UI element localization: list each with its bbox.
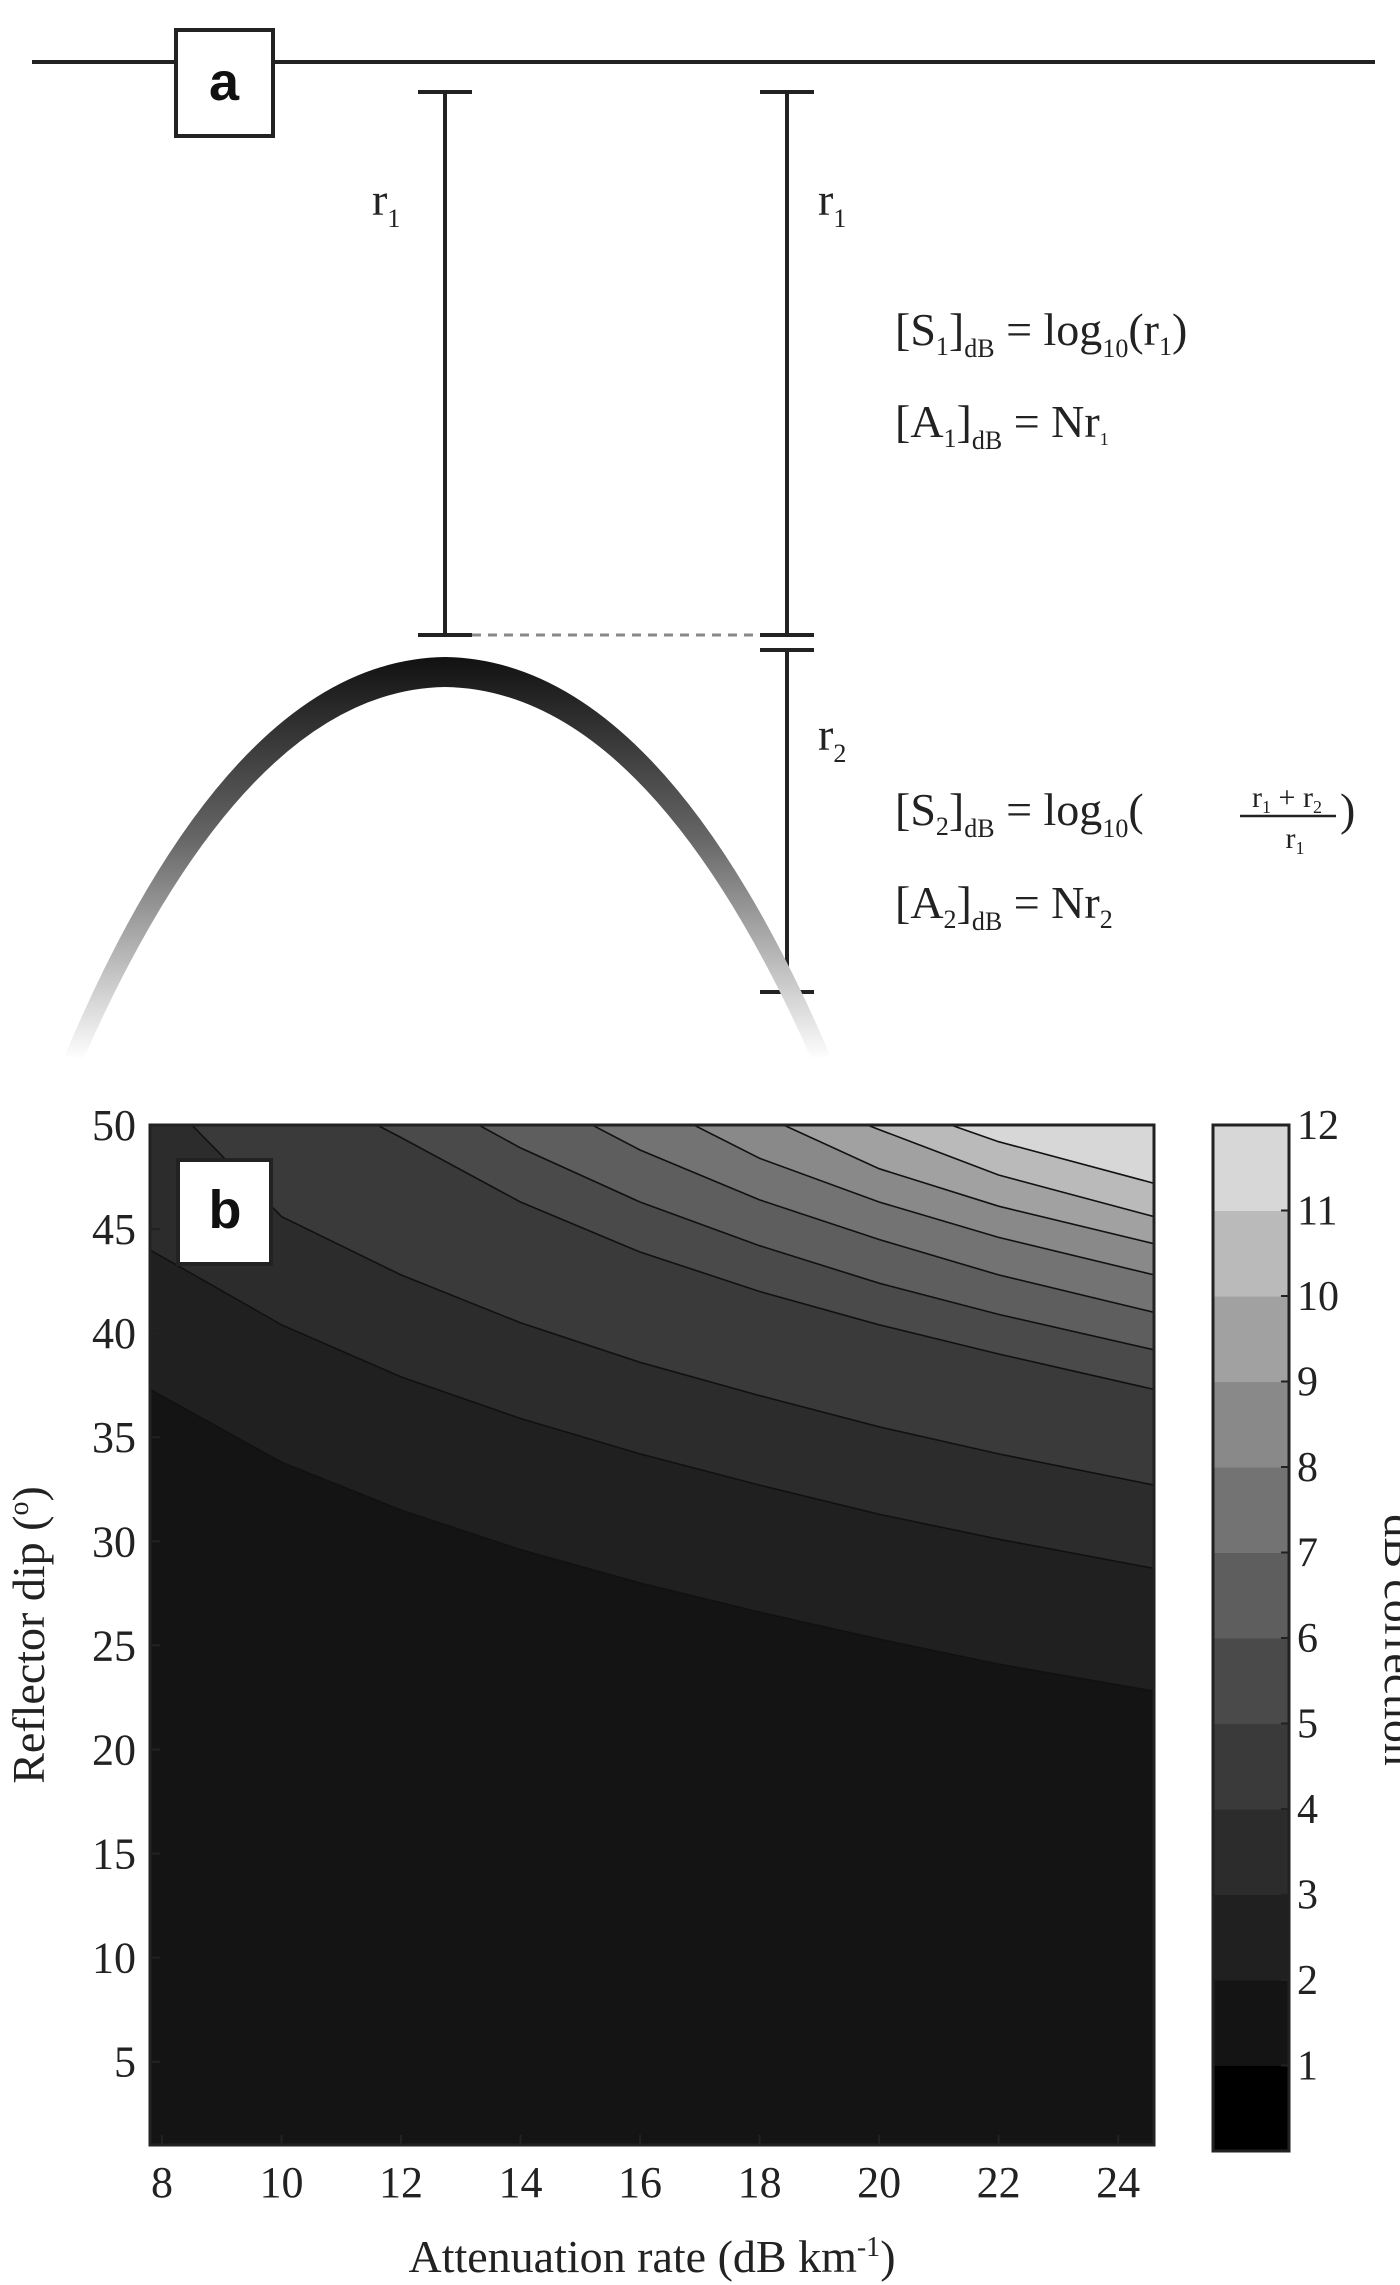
contour-line-2 [150, 1388, 1154, 1692]
x-tick-label: 14 [499, 2158, 543, 2207]
y-axis-label: Reflector dip (o) [3, 1486, 54, 1784]
colorbar-band [1213, 1125, 1289, 1211]
contour-region-11 [950, 1125, 1154, 1184]
x-tick-label: 24 [1096, 2158, 1140, 2207]
y-tick-label: 45 [92, 1205, 136, 1254]
colorbar-band [1213, 1381, 1289, 1468]
colorbar-tick-label: 6 [1297, 1616, 1318, 1662]
y-tick-label: 15 [92, 1830, 136, 1879]
x-tick-label: 10 [259, 2158, 303, 2207]
fraction-denominator: r1 [1286, 822, 1305, 858]
colorbar-tick-label: 11 [1297, 1189, 1337, 1235]
x-tick-label: 12 [379, 2158, 423, 2207]
panel-b-label-box [176, 1158, 273, 1266]
colorbar-tick-label: 2 [1297, 1958, 1318, 2004]
colorbar-tick-label: 9 [1297, 1360, 1318, 1406]
equation-s2: [S2]dB = log10( r1 + r2 r1 ) [895, 781, 1355, 858]
colorbar-band [1213, 2065, 1289, 2152]
svg-text:[S2]dB = log10(: [S2]dB = log10( [895, 784, 1144, 843]
contour-line-4 [191, 1125, 1154, 1486]
colorbar-tick-label: 1 [1297, 2044, 1318, 2090]
r1-left-label: r1 [372, 174, 400, 233]
colorbar-tick-label: 10 [1297, 1274, 1339, 1320]
colorbar-band [1213, 1894, 1289, 1981]
x-tick-label: 16 [618, 2158, 662, 2207]
x-tick-label: 8 [151, 2158, 173, 2207]
contour-lines [150, 1125, 1154, 1692]
y-tick-label: 10 [92, 1934, 136, 1983]
x-tick-label: 20 [857, 2158, 901, 2207]
colorbar-tick-label: 7 [1297, 1531, 1318, 1577]
equation-s1: [S1]dB = log10(r1) [895, 304, 1187, 363]
colorbar-band [1213, 1809, 1289, 1895]
x-tick-label: 18 [738, 2158, 782, 2207]
colorbar-band [1213, 1638, 1289, 1724]
equation-a2: [A2]dB = Nr2 [895, 877, 1113, 936]
y-tick-label: 30 [92, 1517, 136, 1566]
colorbar-tick-label: 12 [1297, 1103, 1339, 1149]
y-tick-label: 5 [114, 2038, 136, 2087]
contour-line-6 [478, 1125, 1154, 1351]
colorbar-label: dB correction [1375, 1514, 1400, 1766]
fraction-numerator: r1 + r2 [1252, 781, 1322, 817]
contour-line-11 [950, 1125, 1154, 1185]
equation-a1: [A1]dB = Nr1 [895, 396, 1109, 455]
contour-line-5 [376, 1125, 1154, 1391]
colorbar-tick-label: 3 [1297, 1873, 1318, 1919]
panel-b-label: b [209, 1180, 242, 1240]
x-tick-label: 22 [977, 2158, 1021, 2207]
colorbar-band [1213, 1723, 1289, 1810]
contour-fills [150, 1125, 1154, 2145]
panel-a: a r1 r1 r2 [S1]dB = log10(r1) [A1]dB = N… [32, 28, 1375, 1060]
colorbar-band [1213, 1980, 1289, 2066]
y-axis-ticks: 5 10 15 20 25 30 35 40 45 50 [92, 1101, 160, 2087]
colorbar-tick-label: 5 [1297, 1702, 1318, 1748]
y-tick-label: 50 [92, 1101, 136, 1150]
panel-a-label-box [174, 28, 275, 138]
r1-right-label: r1 [818, 174, 846, 233]
y-tick-label: 35 [92, 1413, 136, 1462]
close-paren: ) [1340, 784, 1355, 835]
reflector-arc [65, 657, 830, 1060]
r2-label: r2 [818, 709, 846, 768]
colorbar-band [1213, 1210, 1289, 1297]
panel-a-label: a [209, 52, 240, 112]
contour-line-8 [693, 1125, 1154, 1276]
contour-line-3 [150, 1249, 1154, 1570]
colorbar-band [1213, 1552, 1289, 1639]
x-axis-ticks: 8 10 12 14 16 18 20 22 24 [151, 2135, 1140, 2207]
colorbar [1213, 1125, 1289, 2152]
colorbar-band [1213, 1296, 1289, 1382]
colorbar-tick-label: 8 [1297, 1445, 1318, 1491]
plot-frame [148, 1123, 1156, 2147]
y-tick-label: 40 [92, 1309, 136, 1358]
x-axis-label: Attenuation rate (dB km-1) [408, 2231, 895, 2282]
contour-line-10 [866, 1125, 1154, 1218]
y-tick-label: 25 [92, 1621, 136, 1670]
panel-b: b 8 10 12 14 16 18 20 22 24 5101520253035404550 … [3, 1101, 1400, 2282]
colorbar-band [1213, 1467, 1289, 1553]
contour-line-7 [591, 1125, 1154, 1314]
colorbar-tick-label: 4 [1297, 1787, 1318, 1833]
y-tick-label: 20 [92, 1725, 136, 1774]
contour-line-9 [783, 1125, 1154, 1245]
